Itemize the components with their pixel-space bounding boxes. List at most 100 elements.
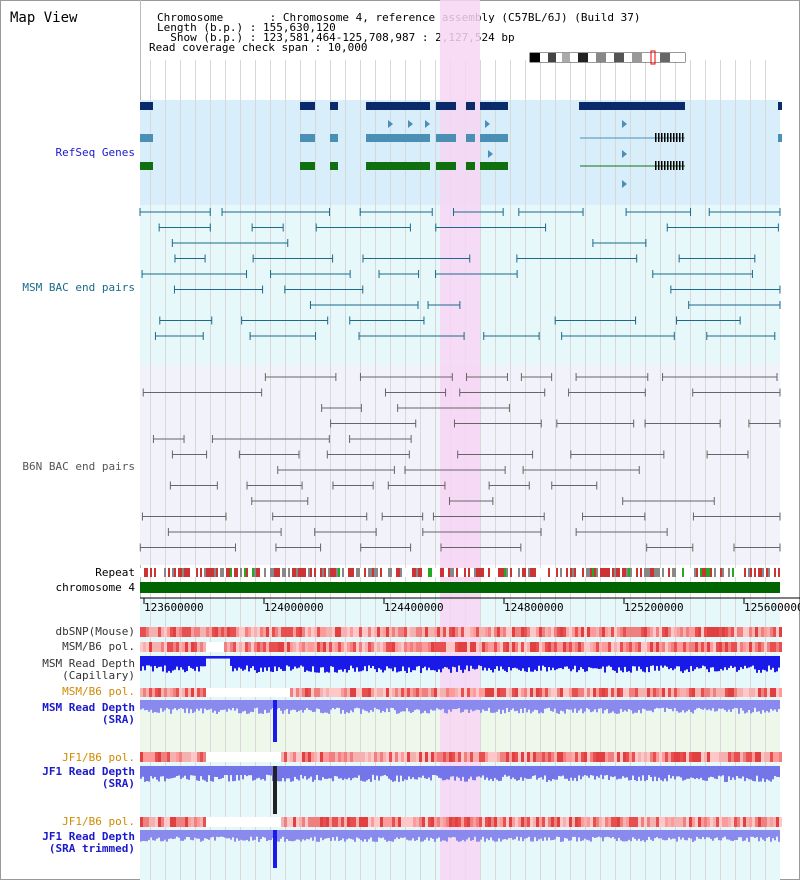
read-depth-bar bbox=[188, 830, 190, 838]
polymorphism-cell bbox=[599, 817, 602, 827]
read-depth-bar bbox=[210, 766, 212, 782]
polymorphism-cell bbox=[671, 627, 674, 637]
read-depth-bar bbox=[452, 830, 454, 837]
polymorphism-cell bbox=[671, 688, 674, 697]
read-depth-bar bbox=[444, 656, 446, 667]
polymorphism-cell bbox=[632, 642, 635, 652]
read-depth-bar bbox=[298, 656, 300, 668]
polymorphism-cell bbox=[608, 642, 611, 652]
read-depth-bar bbox=[642, 700, 644, 709]
polymorphism-cell bbox=[170, 752, 173, 762]
polymorphism-cell bbox=[485, 642, 488, 652]
read-depth-bar bbox=[384, 700, 386, 713]
read-depth-bar bbox=[140, 700, 142, 710]
read-depth-bar bbox=[310, 700, 312, 711]
read-depth-bar bbox=[618, 700, 620, 714]
polymorphism-cell bbox=[299, 688, 302, 697]
read-depth-bar bbox=[352, 766, 354, 779]
polymorphism-cell bbox=[566, 688, 569, 697]
polymorphism-cell bbox=[248, 627, 251, 637]
read-depth-bar bbox=[518, 766, 520, 781]
repeat-bar bbox=[140, 568, 142, 577]
read-depth-bar bbox=[258, 830, 260, 842]
read-depth-bar bbox=[518, 656, 520, 670]
polymorphism-cell bbox=[254, 627, 257, 637]
read-depth-bar bbox=[500, 766, 502, 781]
polymorphism-cell bbox=[479, 642, 482, 652]
read-depth-bar bbox=[774, 766, 776, 777]
polymorphism-cell bbox=[644, 642, 647, 652]
read-depth-bar bbox=[262, 766, 264, 779]
read-depth-bar bbox=[318, 766, 320, 781]
repeat-bar bbox=[324, 568, 326, 577]
read-depth-bar bbox=[196, 766, 198, 781]
polymorphism-cell bbox=[665, 642, 668, 652]
read-depth-bar bbox=[700, 656, 702, 669]
read-depth-bar bbox=[346, 656, 348, 673]
polymorphism-cell bbox=[665, 627, 668, 637]
read-depth-bar bbox=[190, 656, 192, 668]
polymorphism-cell bbox=[434, 817, 437, 827]
read-depth-bar bbox=[596, 656, 598, 669]
repeat-bar bbox=[538, 568, 540, 577]
read-depth-bar bbox=[286, 766, 288, 779]
read-depth-bar bbox=[156, 656, 158, 669]
read-depth-bar bbox=[556, 700, 558, 714]
repeat-bar bbox=[684, 568, 686, 577]
read-depth-bar bbox=[628, 766, 630, 781]
polymorphism-cell bbox=[686, 752, 689, 762]
read-depth-bar bbox=[590, 700, 592, 713]
polymorphism-cell bbox=[728, 817, 731, 827]
read-depth-bar bbox=[350, 656, 352, 666]
repeat-bar bbox=[508, 568, 510, 577]
polymorphism-cell bbox=[587, 817, 590, 827]
read-depth-bar bbox=[612, 766, 614, 778]
polymorphism-cell bbox=[557, 752, 560, 762]
read-depth-bar bbox=[306, 656, 308, 671]
polymorphism-cell bbox=[770, 627, 773, 637]
polymorphism-cell bbox=[359, 688, 362, 697]
polymorphism-cell bbox=[311, 642, 314, 652]
polymorphism-cell bbox=[410, 642, 413, 652]
read-depth-bar bbox=[222, 830, 224, 837]
polymorphism-cell bbox=[656, 627, 659, 637]
repeat-bar bbox=[370, 568, 372, 577]
read-depth-bar bbox=[274, 656, 276, 667]
repeat-bar bbox=[458, 568, 460, 577]
polymorphism-cell bbox=[593, 817, 596, 827]
read-depth-bar bbox=[202, 656, 204, 667]
read-depth-bar bbox=[174, 766, 176, 778]
read-depth-bar bbox=[476, 830, 478, 842]
polymorphism-cell bbox=[422, 752, 425, 762]
read-depth-bar bbox=[216, 700, 218, 714]
polymorphism-cell bbox=[263, 752, 266, 762]
gene-exon bbox=[480, 102, 508, 110]
read-depth-bar bbox=[648, 700, 650, 711]
read-depth-bar bbox=[368, 700, 370, 713]
polymorphism-cell bbox=[377, 752, 380, 762]
polymorphism-cell bbox=[743, 752, 746, 762]
read-depth-bar bbox=[166, 700, 168, 708]
read-depth-bar bbox=[674, 656, 676, 669]
read-depth-bar bbox=[554, 830, 556, 840]
read-depth-bar bbox=[180, 700, 182, 708]
read-depth-bar bbox=[282, 656, 284, 671]
read-depth-bar bbox=[622, 830, 624, 842]
read-depth-bar bbox=[742, 656, 744, 669]
polymorphism-cell bbox=[581, 688, 584, 697]
read-depth-bar bbox=[240, 830, 242, 840]
polymorphism-cell bbox=[440, 752, 443, 762]
polymorphism-cell bbox=[428, 817, 431, 827]
read-depth-bar bbox=[426, 830, 428, 838]
polymorphism-cell bbox=[245, 817, 248, 827]
read-depth-bar bbox=[424, 766, 426, 779]
polymorphism-cell bbox=[176, 642, 179, 652]
read-depth-bar bbox=[150, 656, 152, 667]
repeat-bar bbox=[244, 568, 246, 577]
polymorphism-cell bbox=[374, 642, 377, 652]
read-depth-bar bbox=[748, 700, 750, 710]
polymorphism-cell bbox=[533, 752, 536, 762]
read-depth-bar bbox=[428, 700, 430, 714]
polymorphism-cell bbox=[776, 817, 779, 827]
